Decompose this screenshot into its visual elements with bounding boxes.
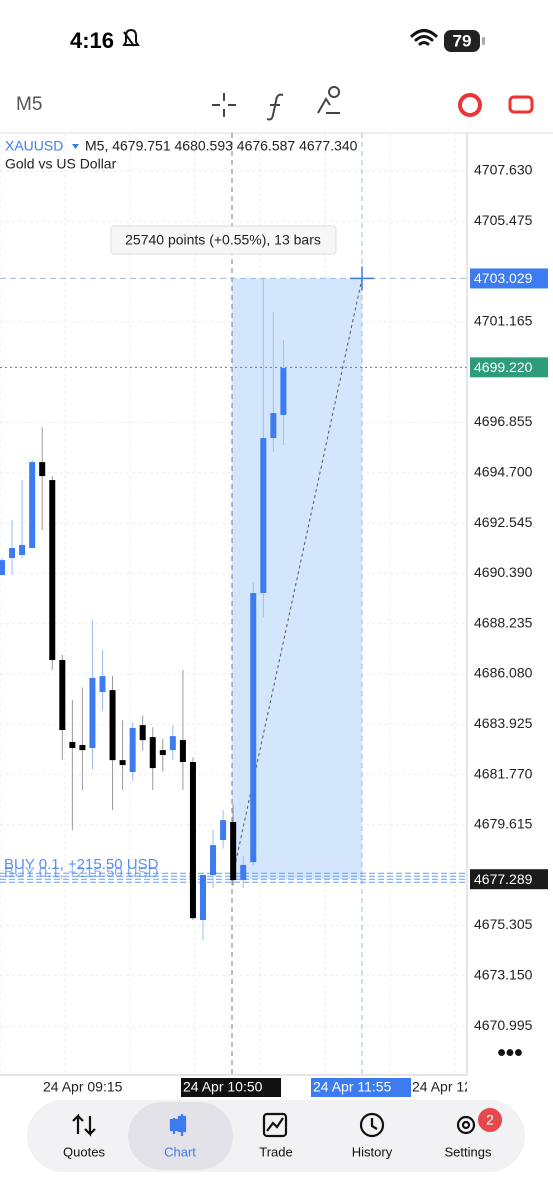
- ohlc-info: M5, 4679.751 4680.593 4676.587 4677.340: [85, 138, 358, 154]
- candle-body: [149, 737, 156, 769]
- x-tick-label: 24 Apr 10:50: [183, 1079, 263, 1095]
- price-tag-label: 4677.289: [474, 871, 533, 887]
- badge: [478, 1108, 502, 1132]
- candle-body: [250, 593, 257, 863]
- y-tick-label: 4707.630: [474, 162, 533, 178]
- battery: [444, 30, 480, 52]
- tab-label[interactable]: Chart: [164, 1144, 196, 1159]
- more-menu[interactable]: •••: [497, 1039, 522, 1066]
- toolbar-icons[interactable]: [212, 86, 534, 121]
- tab-label[interactable]: History: [352, 1144, 393, 1159]
- order-label: BUY 0.1, +215.50 USD: [4, 864, 159, 881]
- battery-level: 79: [453, 31, 472, 50]
- candle-body: [210, 845, 217, 875]
- timeframe[interactable]: M5: [16, 94, 42, 115]
- candle-body: [119, 760, 126, 766]
- y-tick-label: 4686.080: [474, 665, 533, 681]
- candle-body: [49, 480, 56, 661]
- candle-body: [129, 727, 136, 773]
- candle-body: [19, 544, 26, 555]
- y-tick-label: 4673.150: [474, 967, 533, 983]
- candle-body: [220, 820, 227, 840]
- y-tick-label: 4690.390: [474, 564, 533, 580]
- crosshair: [350, 266, 374, 291]
- badge-count: 2: [486, 1112, 494, 1128]
- y-tick-label: 4681.770: [474, 765, 533, 781]
- y-tick-label: 4688.235: [474, 614, 533, 630]
- x-tick-label: 24 Apr 11:55: [313, 1079, 392, 1095]
- y-tick-label: 4701.165: [474, 313, 533, 329]
- price-tag-label: 4703.029: [474, 270, 533, 286]
- y-tick-label: 4705.475: [474, 212, 533, 228]
- candle-body: [39, 462, 46, 477]
- candle-body: [270, 413, 277, 439]
- time-tag: [181, 1078, 281, 1097]
- y-tick-label: 4692.545: [474, 514, 533, 530]
- wifi-icon: [410, 29, 438, 46]
- order-label: BUY 0.1, +215.50 USD: [4, 856, 159, 873]
- battery-tip: [482, 37, 485, 45]
- candle-body: [89, 677, 96, 749]
- y-tick-label: 4694.700: [474, 464, 533, 480]
- tab-selected-bg: [128, 1102, 233, 1170]
- price-tag: [470, 869, 548, 890]
- x-tick-label: 24 Apr 09:15: [43, 1079, 123, 1095]
- symbol-arrow[interactable]: [72, 144, 79, 149]
- candle-body: [9, 547, 16, 559]
- candle-body: [139, 725, 146, 741]
- candle-body: [240, 864, 247, 881]
- candle-body: [280, 368, 287, 415]
- price-tag-label: 4699.220: [474, 359, 533, 375]
- description: Gold vs US Dollar: [5, 156, 117, 172]
- candle-body: [260, 438, 267, 594]
- candle-body: [169, 736, 176, 751]
- candle-body: [159, 750, 166, 756]
- mute-icon: [122, 28, 140, 47]
- candle-body: [59, 660, 66, 731]
- y-tick-label: 4683.925: [474, 715, 533, 731]
- candle-body: [69, 741, 76, 749]
- symbol[interactable]: XAUUSD: [5, 138, 63, 154]
- candle-body: [99, 676, 106, 692]
- chart: 4707.630 4705.475 4701.165 4696.855 4694.700…: [0, 133, 553, 1098]
- candle-body: [189, 762, 196, 919]
- candle-body: [0, 560, 5, 576]
- candle-body: [29, 462, 36, 548]
- status-time: 4:16: [70, 28, 114, 53]
- measure-box: [110, 225, 337, 255]
- candle-body: [179, 740, 186, 763]
- measure-label: 25740 points (+0.55%), 13 bars: [125, 232, 321, 248]
- y-tick-label: 4696.855: [474, 413, 533, 429]
- candle-body: [200, 874, 206, 921]
- y-tick-label: 4670.995: [474, 1017, 533, 1033]
- tab-label[interactable]: Settings: [445, 1144, 492, 1159]
- y-tick-label: 4679.615: [474, 816, 533, 832]
- candle-body: [79, 744, 86, 751]
- y-tick-label: 4675.305: [474, 916, 533, 932]
- tab-label[interactable]: Quotes: [63, 1144, 105, 1159]
- candle-body: [109, 690, 116, 761]
- time-tag: [311, 1078, 411, 1097]
- axis-mask: [467, 1076, 553, 1098]
- price-tag: [470, 357, 548, 378]
- price-tag: [470, 268, 548, 289]
- candle-body: [230, 821, 237, 881]
- tab-icons: [72, 1112, 476, 1138]
- tab-label[interactable]: Trade: [259, 1144, 292, 1159]
